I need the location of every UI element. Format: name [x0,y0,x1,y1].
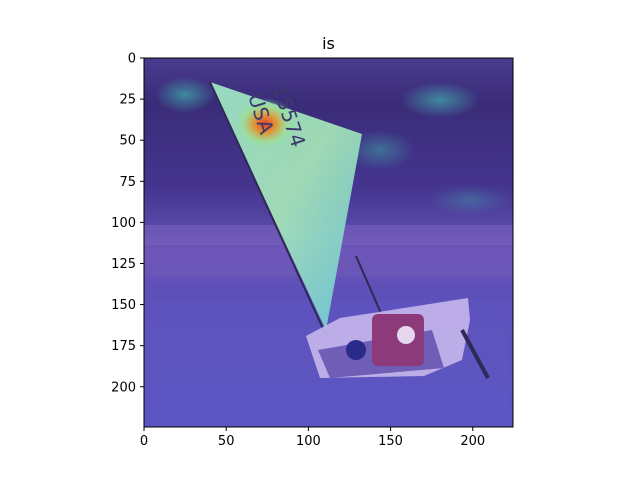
x-axis: 0 50 100 150 200 [140,427,485,449]
x-tick-label: 50 [218,434,235,449]
y-axis: 0 25 50 75 100 125 150 175 200 [111,52,144,395]
y-tick-label: 200 [111,380,136,395]
x-tick-label: 100 [296,434,321,449]
y-tick-label: 175 [111,339,136,354]
chart-title: is [322,34,335,53]
x-tick-label: 150 [378,434,403,449]
x-tick-label: 200 [460,434,485,449]
axes-frame [143,57,514,428]
x-tick-label: 0 [140,434,148,449]
y-tick-label: 100 [111,216,136,231]
y-tick-label: 50 [119,134,136,149]
y-tick-label: 0 [128,52,136,67]
heatmap-image: USA 15574 [144,58,513,427]
y-tick-label: 75 [119,175,136,190]
y-tick-label: 125 [111,257,136,272]
sailor [372,314,424,366]
y-tick-label: 150 [111,298,136,313]
y-tick-label: 25 [119,93,136,108]
